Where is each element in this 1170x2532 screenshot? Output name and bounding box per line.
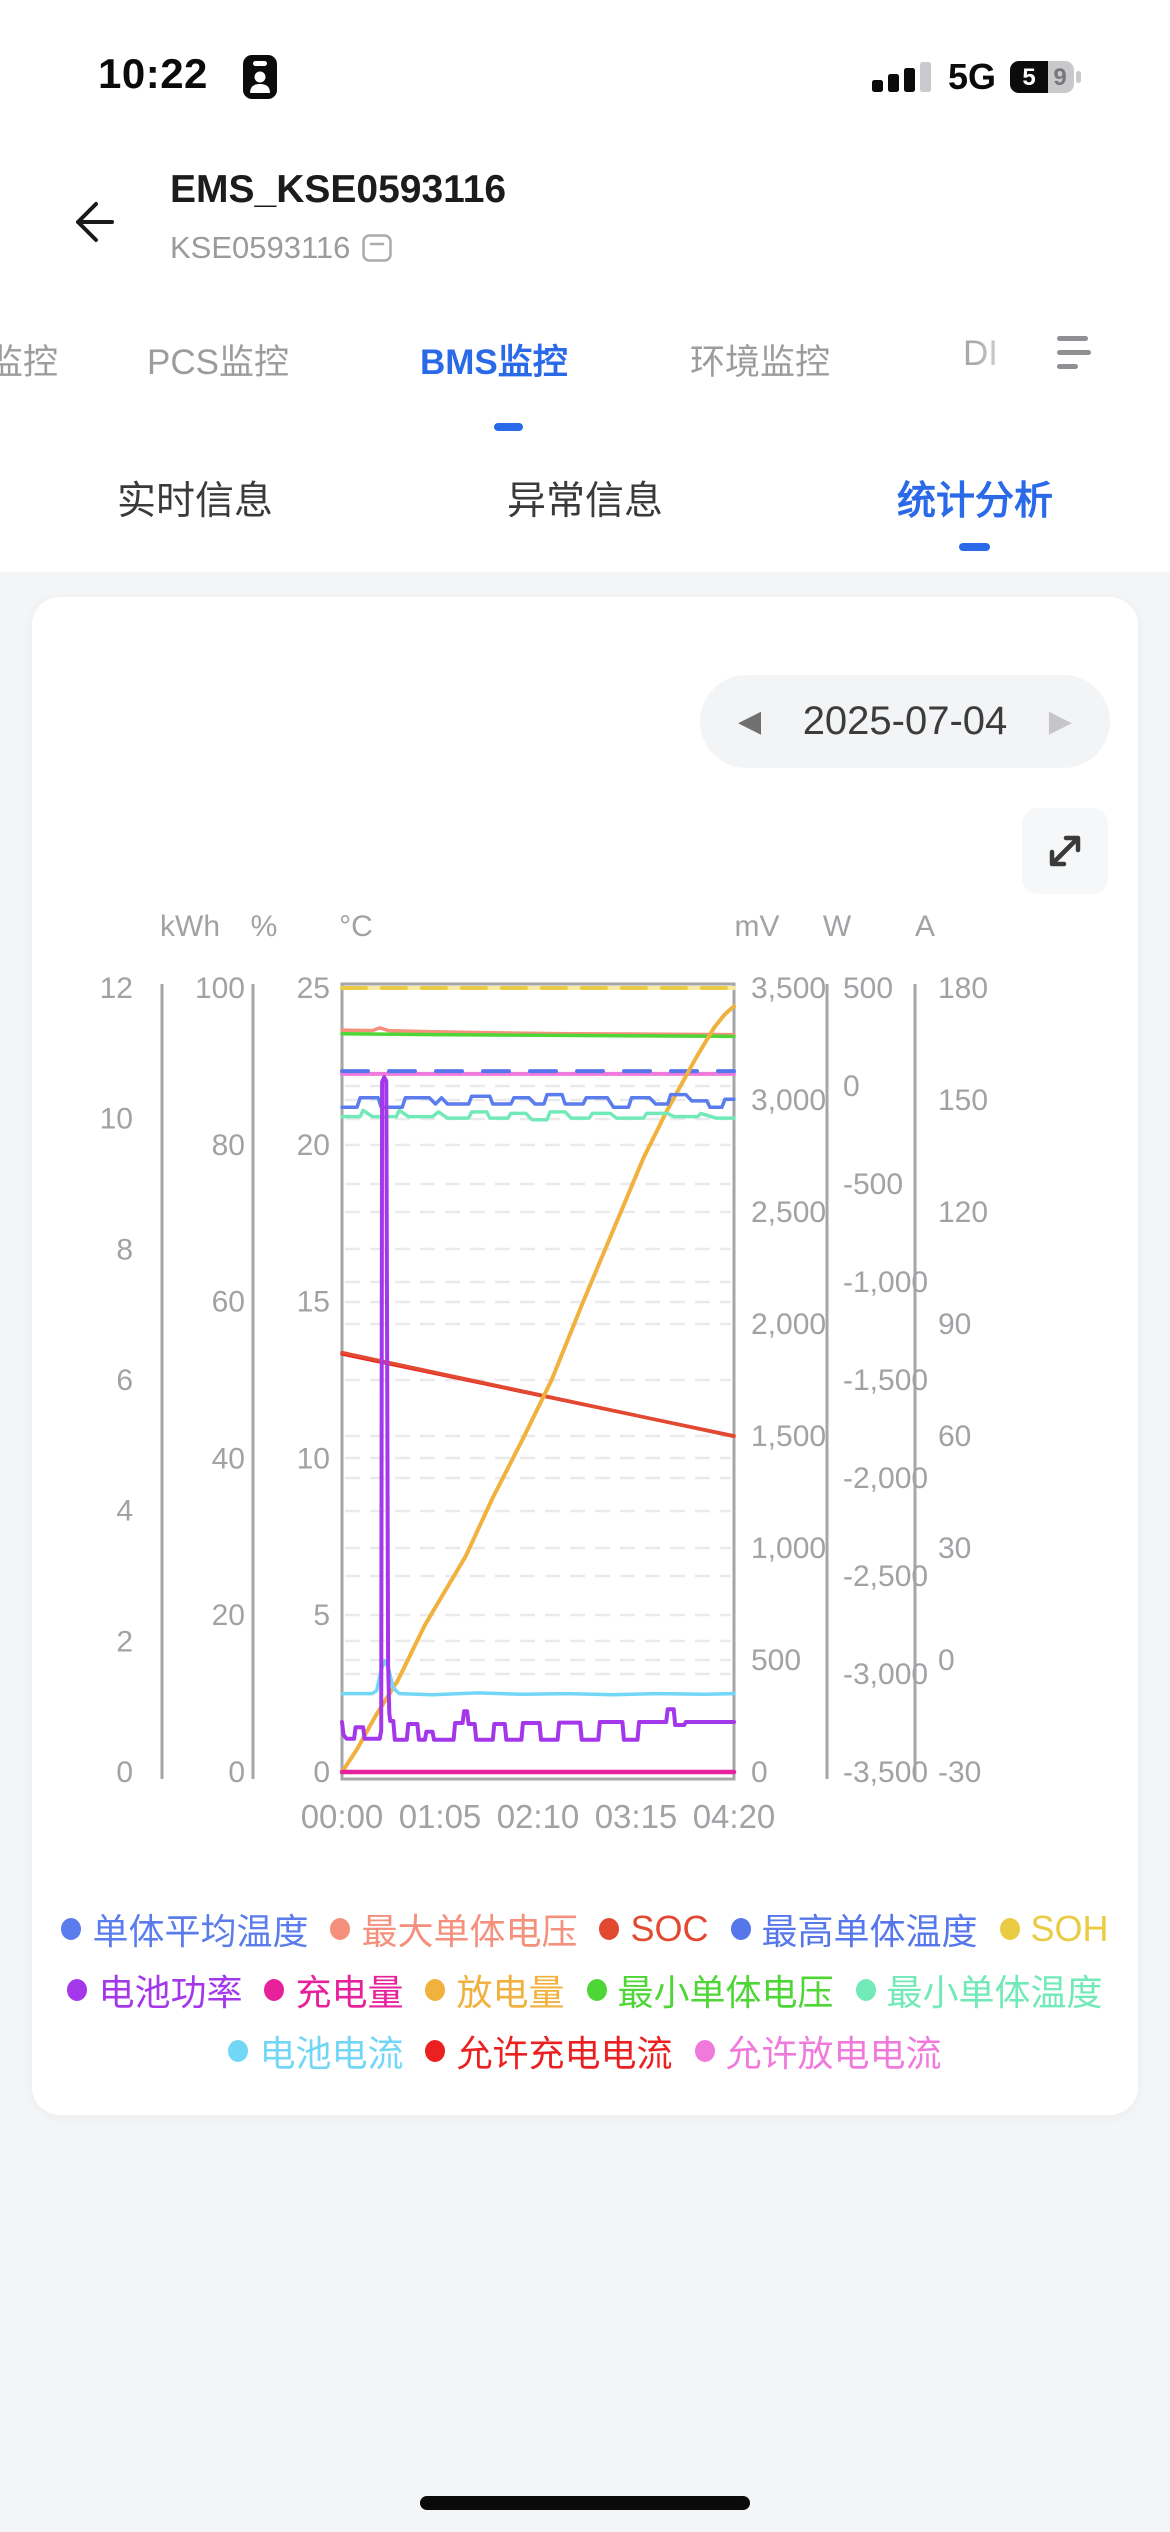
legend-dot-icon — [730, 1917, 751, 1940]
legend-dot-icon — [67, 1978, 88, 2001]
home-indicator[interactable] — [420, 2496, 750, 2510]
more-tabs-icon[interactable] — [1057, 336, 1091, 378]
legend-dot-icon — [330, 1917, 351, 1940]
subtab-statistics[interactable]: 统计分析 — [896, 480, 1054, 523]
legend-dot-icon — [425, 1978, 446, 2001]
legend-label: 充电量 — [295, 1971, 404, 2013]
page-title: EMS_KSE0593116 — [170, 168, 507, 211]
legend-dot-icon — [999, 1917, 1020, 1940]
legend-dot-icon — [61, 1917, 82, 1940]
legend-row: 电池电流 允许充电电流 允许放电电流 — [32, 2020, 1138, 2081]
legend-item[interactable]: 放电量 — [425, 1964, 565, 2016]
date-value: 2025-07-04 — [802, 699, 1008, 743]
svg-text:9: 9 — [1053, 64, 1066, 91]
legend-item[interactable]: 允许充电电流 — [425, 2025, 673, 2077]
legend-item[interactable]: 最大单体电压 — [330, 1903, 577, 1955]
legend-item[interactable]: 单体平均温度 — [61, 1903, 308, 1955]
active-tab-indicator — [494, 423, 523, 431]
date-picker[interactable]: ◀ 2025-07-04 ▶ — [700, 675, 1110, 768]
copy-icon[interactable] — [362, 234, 393, 262]
legend-row: 电池功率 充电量 放电量 最小单体电压 最小单体温度 — [32, 1959, 1138, 2020]
legend-label: 最高单体温度 — [761, 1910, 978, 1952]
fullscreen-button[interactable] — [1022, 808, 1108, 894]
legend-dot-icon — [855, 1978, 876, 2001]
person-badge-icon — [243, 55, 277, 99]
active-subtab-indicator — [959, 543, 990, 551]
device-id: KSE0593116 — [170, 230, 351, 265]
legend-dot-icon — [228, 2039, 249, 2062]
legend-row: 单体平均温度 最大单体电压 SOC 最高单体温度 SOH — [32, 1898, 1138, 1959]
tab-pcs[interactable]: PCS监控 — [147, 343, 289, 382]
legend-dot-icon — [599, 1917, 620, 1940]
page-subtitle-row: KSE0593116 — [170, 230, 393, 266]
legend-dot-icon — [586, 1978, 607, 2001]
legend-item[interactable]: 充电量 — [264, 1964, 403, 2016]
arrow-left-icon — [76, 202, 114, 242]
tab-fade-overlay — [975, 328, 1050, 394]
legend-item[interactable]: 电池电流 — [228, 2025, 403, 2077]
tab-monitor-truncated[interactable]: 监控 — [0, 343, 59, 382]
legend-item[interactable]: SOH — [999, 1907, 1109, 1950]
legend-item[interactable]: 最小单体温度 — [855, 1964, 1103, 2016]
subtab-abnormal[interactable]: 异常信息 — [506, 480, 664, 523]
legend-dot-icon — [264, 1978, 285, 2001]
legend-item[interactable]: 最小单体电压 — [586, 1964, 834, 2016]
legend-item[interactable]: 电池功率 — [67, 1964, 242, 2016]
legend-label: SOH — [1030, 1907, 1109, 1949]
legend-label: 最小单体电压 — [617, 1971, 834, 2013]
statistics-card — [32, 597, 1138, 2115]
status-time: 10:22 — [98, 50, 208, 97]
tab-bms[interactable]: BMS监控 — [420, 343, 568, 382]
subtab-realtime[interactable]: 实时信息 — [116, 480, 274, 523]
legend-label: 允许放电电流 — [725, 2032, 942, 2074]
tab-env[interactable]: 环境监控 — [690, 343, 831, 382]
legend-item[interactable]: 最高单体温度 — [730, 1903, 978, 1955]
legend-label: 电池功率 — [98, 1971, 243, 2013]
legend-label: 电池电流 — [259, 2032, 404, 2074]
legend-label: 单体平均温度 — [92, 1910, 309, 1952]
date-next-icon[interactable]: ▶ — [1048, 704, 1072, 738]
battery-icon: 5 9 — [1010, 61, 1081, 93]
chart-legend: 单体平均温度 最大单体电压 SOC 最高单体温度 SOH 电池功率 充电量 放电量 最小单体电压… — [32, 1898, 1138, 2081]
svg-text:5: 5 — [1022, 64, 1035, 91]
legend-dot-icon — [694, 2039, 715, 2062]
status-right-cluster: 5G 5 9 — [871, 56, 1082, 98]
legend-label: 放电量 — [456, 1971, 565, 2013]
date-prev-icon[interactable]: ◀ — [738, 704, 762, 738]
carrier-label: 5G — [947, 56, 996, 97]
back-button[interactable] — [66, 196, 118, 248]
signal-icon — [871, 62, 931, 92]
legend-dot-icon — [425, 2039, 446, 2062]
fullscreen-arrows-icon — [1049, 835, 1081, 867]
legend-item[interactable]: SOC — [599, 1907, 709, 1950]
legend-label: 最大单体电压 — [361, 1910, 578, 1952]
legend-label: SOC — [630, 1907, 709, 1949]
legend-label: 最小单体温度 — [886, 1971, 1103, 2013]
legend-item[interactable]: 允许放电电流 — [694, 2025, 942, 2077]
main-tab-bar: 监控 PCS监控 BMS监控 环境监控 DI — [0, 328, 1170, 431]
legend-label: 允许充电电流 — [456, 2032, 673, 2074]
